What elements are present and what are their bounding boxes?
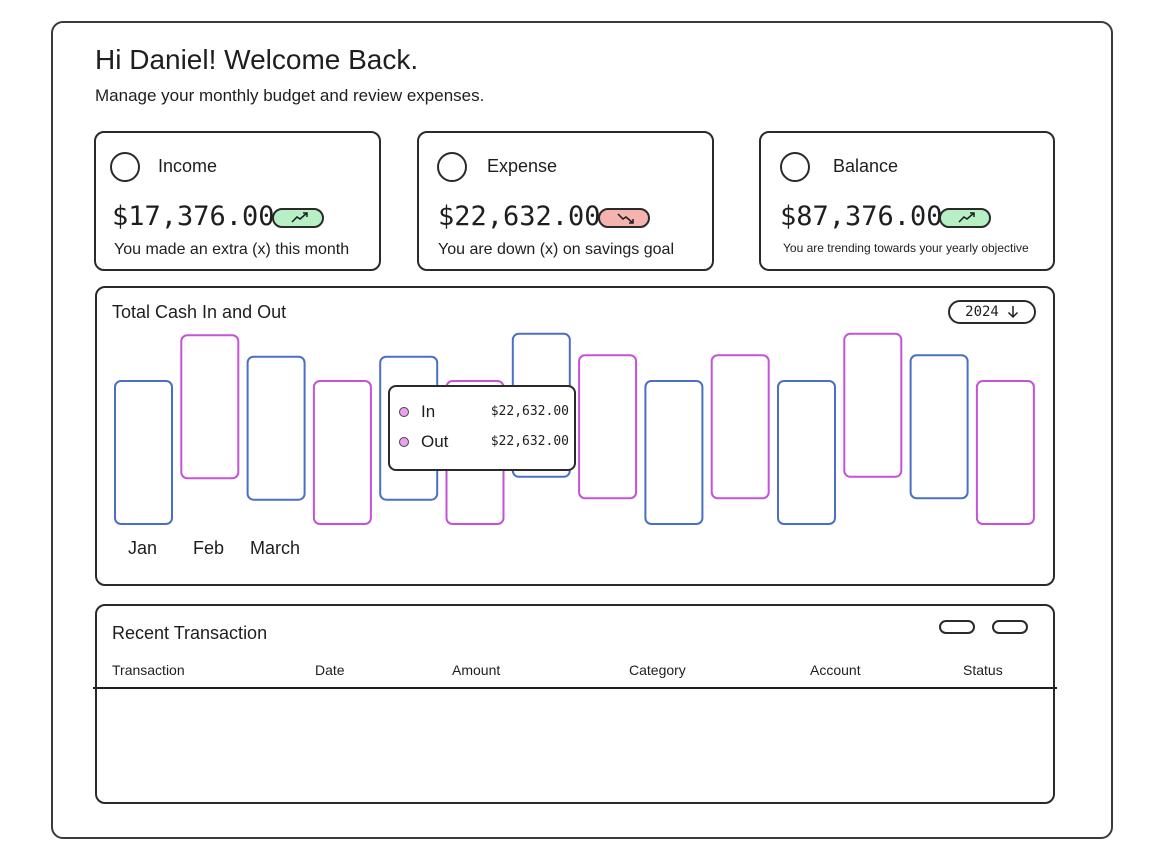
- in-dot-icon: [399, 407, 409, 417]
- tooltip-in-label: In: [421, 402, 436, 421]
- expense-card[interactable]: Expense $22,632.00 You are down (x) on s…: [417, 131, 714, 271]
- dashboard-frame: [51, 21, 1113, 839]
- year-value: 2024: [965, 304, 999, 320]
- cash-in-bar-3[interactable]: [246, 355, 306, 501]
- trend-up-icon: [291, 212, 308, 223]
- page-subtitle: Manage your monthly budget and review ex…: [95, 86, 485, 105]
- recent-transactions-panel: Recent Transaction Transaction Date Amou…: [95, 604, 1055, 804]
- income-amount: $17,376.00: [112, 201, 275, 232]
- cash-in-bar-9[interactable]: [644, 380, 704, 525]
- expense-amount: $22,632.00: [438, 201, 601, 232]
- transactions-action-button-1[interactable]: [939, 620, 975, 634]
- col-account[interactable]: Account: [810, 662, 861, 678]
- expense-title: Expense: [487, 156, 558, 176]
- chart-tooltip: In $22,632.00 Out $22,632.00: [388, 385, 576, 471]
- expense-note: You are down (x) on savings goal: [438, 241, 674, 258]
- income-trend-badge: [272, 208, 324, 228]
- expense-trend-badge: [598, 208, 650, 228]
- tooltip-row-out: Out $22,632.00: [399, 432, 569, 452]
- transactions-title: Recent Transaction: [112, 623, 268, 643]
- col-transaction[interactable]: Transaction: [112, 662, 185, 678]
- trend-up-icon: [958, 212, 975, 223]
- income-card[interactable]: Income $17,376.00 You made an extra (x) …: [94, 131, 381, 271]
- cash-bars-chart[interactable]: [97, 288, 1053, 584]
- col-status[interactable]: Status: [963, 662, 1003, 678]
- income-title: Income: [158, 156, 218, 176]
- balance-title: Balance: [833, 156, 899, 176]
- month-label-feb: Feb: [193, 538, 225, 558]
- income-note: You made an extra (x) this month: [114, 241, 350, 258]
- col-date[interactable]: Date: [315, 662, 345, 678]
- cash-in-bar-1[interactable]: [114, 380, 173, 525]
- tooltip-out-value: $22,632.00: [490, 434, 569, 449]
- arrow-down-icon: [1007, 306, 1018, 319]
- expense-icon: [437, 152, 467, 182]
- greeting-title: Hi Daniel! Welcome Back.: [95, 44, 419, 75]
- cash-in-bar-13[interactable]: [909, 354, 969, 500]
- out-dot-icon: [399, 437, 409, 447]
- trend-down-icon: [617, 213, 634, 224]
- cash-out-bar-12[interactable]: [843, 332, 903, 478]
- cash-out-bar-8[interactable]: [578, 354, 638, 500]
- cash-chart-panel: Total Cash In and Out 2024 Jan Feb March…: [95, 286, 1055, 586]
- tooltip-row-in: In $22,632.00: [399, 402, 569, 422]
- tooltip-in-value: $22,632.00: [490, 404, 569, 419]
- year-select[interactable]: 2024: [948, 300, 1036, 324]
- col-category[interactable]: Category: [629, 662, 686, 678]
- balance-icon: [780, 152, 810, 182]
- cash-out-bar-10[interactable]: [710, 354, 770, 500]
- month-label-jan: Jan: [128, 538, 158, 558]
- balance-note: You are trending towards your yearly obj…: [783, 241, 1029, 255]
- balance-card[interactable]: Balance $87,376.00 You are trending towa…: [759, 131, 1055, 271]
- tooltip-out-label: Out: [421, 432, 449, 451]
- balance-amount: $87,376.00: [780, 201, 943, 232]
- transactions-action-button-2[interactable]: [992, 620, 1028, 634]
- table-header-divider: [93, 687, 1057, 689]
- cash-in-bar-11[interactable]: [777, 380, 836, 525]
- month-label-march: March: [250, 538, 301, 558]
- chart-title: Total Cash In and Out: [112, 302, 287, 322]
- col-amount[interactable]: Amount: [452, 662, 501, 678]
- balance-trend-badge: [939, 208, 991, 228]
- cash-out-bar-14[interactable]: [975, 380, 1035, 525]
- income-icon: [110, 152, 140, 182]
- cash-out-bar-2[interactable]: [180, 334, 240, 480]
- cash-out-bar-4[interactable]: [312, 380, 372, 525]
